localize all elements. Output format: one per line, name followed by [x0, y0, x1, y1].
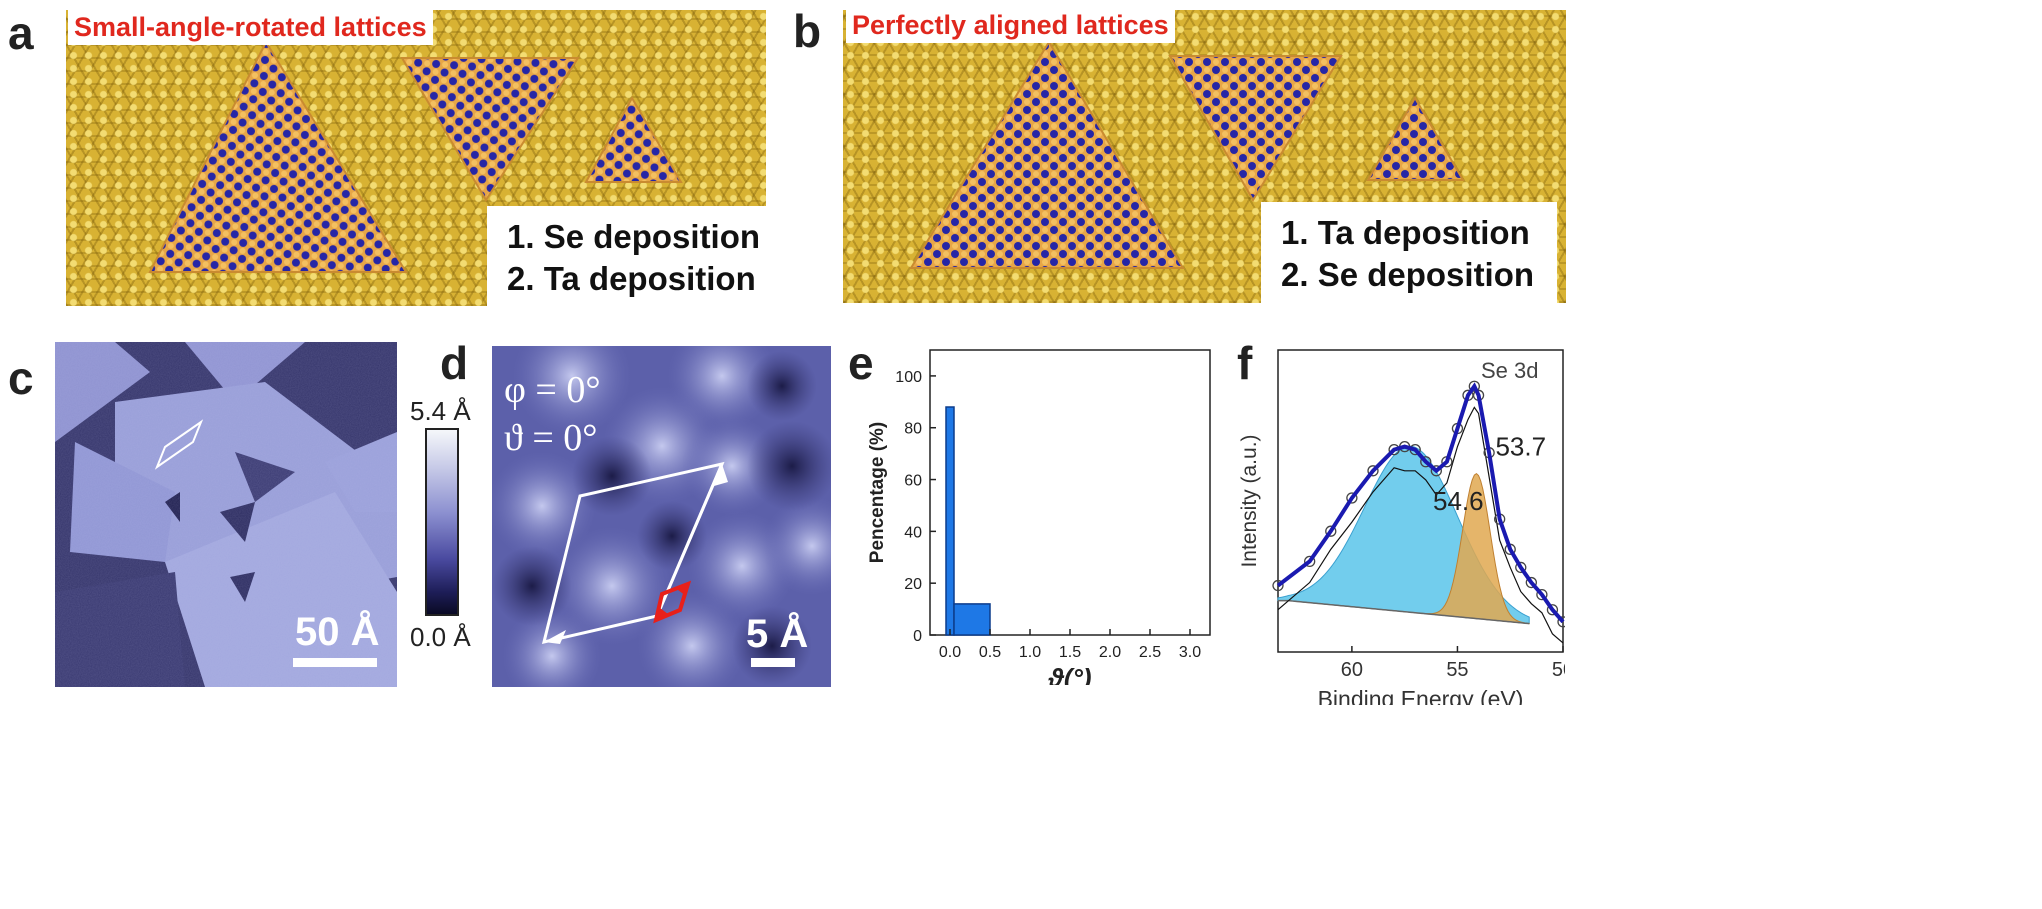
chart-f-plot-frame: [1277, 349, 1564, 653]
chart-e-x-tick-label-5: 2.5: [1139, 644, 1161, 661]
stm-image-d: φ = 0° ϑ = 0° 5 Å: [492, 346, 831, 687]
xps-fit-line: [1276, 382, 1565, 624]
scalebar-c: [293, 658, 377, 667]
xps-data-point: [1304, 555, 1316, 568]
xps-data-point: [1515, 561, 1527, 574]
chart-e-y-tick-label-4: 80: [904, 421, 922, 438]
flake-triangles-b: [909, 40, 1465, 269]
xps-data-point: [1430, 465, 1442, 477]
histogram-bar-1: [953, 603, 991, 636]
xps-data-point: [1346, 492, 1358, 504]
xps-chart-f: 60 55 50 Se 3d 54.6 53.7 Binding Energy (e…: [1238, 349, 1565, 705]
panel-label-f: f: [1237, 337, 1253, 389]
panel-a-step-2: 2. Ta deposition: [507, 260, 756, 297]
colorbar: [425, 428, 459, 616]
chart-e-x-tick-label-3: 1.5: [1059, 644, 1081, 661]
phi-angle-text: φ = 0°: [504, 369, 601, 411]
xps-data-point: [1546, 604, 1559, 616]
xps-data-point: [1468, 380, 1480, 392]
panel-b-step-2: 2. Se deposition: [1281, 256, 1535, 293]
chart-e-x-tick-label-1: 0.5: [979, 644, 1001, 661]
xps-data-point: [1367, 465, 1379, 477]
chart-f-peak-label-53-7: 53.7: [1495, 432, 1546, 462]
chart-e-x-tick-label-6: 3.0: [1179, 644, 1201, 661]
histogram-chart-e: 0.0 0.5 1.0 1.5 2.0 2.5 3.0 0 20 40 60 80 100 ϑ(°) P…: [867, 349, 1211, 685]
panel-a-title: Small-angle-rotated lattices: [68, 10, 433, 45]
colorbar-max-label: 5.4 Å: [410, 396, 471, 426]
scalebar-label-c: 50 Å: [295, 610, 380, 654]
xps-data-point: [1420, 456, 1432, 468]
chart-f-x-tick-label-2: 50: [1552, 659, 1565, 681]
chart-e-x-tick-label-2: 1.0: [1019, 644, 1041, 661]
scalebar-d: [751, 658, 795, 667]
xps-data-point: [1325, 525, 1337, 537]
chart-f-y-axis-label: Intensity (a.u.): [1238, 434, 1261, 567]
lattice-panel-b: [843, 10, 1566, 303]
xps-background-line: [1278, 599, 1530, 625]
scalebar-label-d: 5 Å: [746, 612, 809, 656]
chart-e-x-tick-label-0: 0.0: [939, 644, 961, 661]
stm-image-c: 50 Å: [55, 342, 397, 687]
colorbar-min-label: 0.0 Å: [410, 622, 471, 652]
chart-e-y-tick-label-2: 40: [904, 524, 922, 541]
chart-e-y-tick-label-5: 100: [895, 369, 922, 386]
chart-e-y-tick-label-0: 0: [913, 628, 922, 645]
panel-a-step-1: 1. Se deposition: [507, 218, 761, 255]
xps-raw-line: [1277, 406, 1564, 644]
chart-e-y-axis-label: Pencentage (%): [867, 422, 888, 563]
chart-f-x-axis-label: Binding Energy (eV): [1318, 686, 1524, 705]
chart-f-title: Se 3d: [1481, 358, 1539, 383]
panel-b-title: Perfectly aligned lattices: [846, 8, 1175, 43]
lattice-panel-a: [66, 10, 766, 306]
chart-e-y-tick-label-1: 20: [904, 576, 922, 593]
panel-a-steps: 1. Se deposition 2. Ta deposition: [487, 206, 782, 310]
panel-b-step-1: 1. Ta deposition: [1281, 214, 1530, 251]
chart-f-peak-label-54-6: 54.6: [1433, 486, 1484, 516]
histogram-bar-0: [945, 406, 955, 636]
chart-f-x-tick-label-1: 55: [1446, 659, 1468, 681]
xps-data-point: [1525, 576, 1537, 589]
panel-label-b: b: [793, 5, 822, 57]
chart-e-x-tick-label-4: 2.0: [1099, 644, 1121, 661]
panel-label-e: e: [848, 337, 874, 389]
stm-topography-c: [55, 342, 397, 687]
xps-data-point: [1272, 579, 1284, 592]
theta-angle-text: ϑ = 0°: [504, 417, 598, 459]
xps-data-point: [1536, 588, 1548, 601]
panel-label-a: a: [8, 7, 34, 59]
chart-e-x-axis-label: ϑ(°): [1047, 663, 1091, 685]
panel-label-d: d: [440, 337, 469, 389]
chart-f-x-tick-label-0: 60: [1341, 659, 1363, 681]
panel-label-c: c: [8, 352, 34, 404]
xps-data-point: [1557, 616, 1565, 628]
stm-atomic-d: [492, 346, 831, 687]
chart-e-plot-frame: [929, 349, 1211, 636]
panel-b-steps: 1. Ta deposition 2. Se deposition: [1261, 202, 1557, 306]
chart-e-y-tick-label-3: 60: [904, 473, 922, 490]
flake-triangles-a: [148, 39, 683, 273]
